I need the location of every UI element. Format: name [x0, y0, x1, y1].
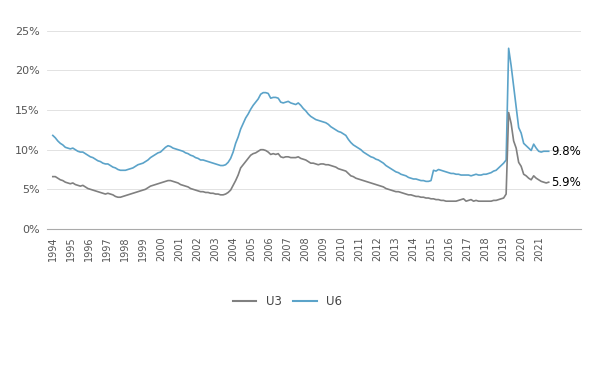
Text: 9.8%: 9.8% — [551, 145, 581, 158]
Text: 5.9%: 5.9% — [551, 176, 581, 189]
Legend: U3, U6: U3, U6 — [228, 290, 347, 313]
